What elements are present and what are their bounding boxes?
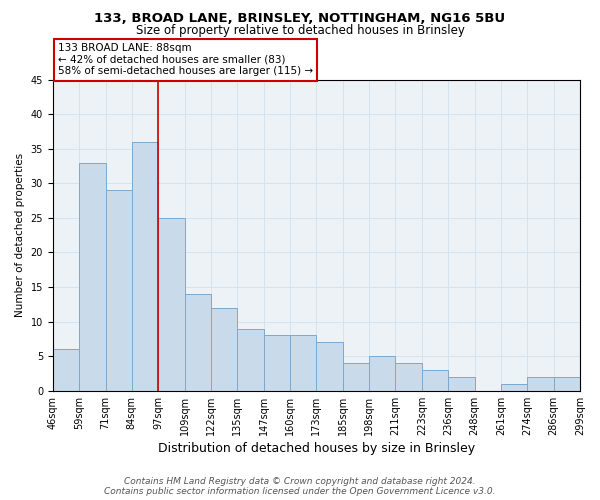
Bar <box>554 377 580 391</box>
Bar <box>369 356 395 391</box>
X-axis label: Distribution of detached houses by size in Brinsley: Distribution of detached houses by size … <box>158 442 475 455</box>
Text: Contains public sector information licensed under the Open Government Licence v3: Contains public sector information licen… <box>104 486 496 496</box>
Y-axis label: Number of detached properties: Number of detached properties <box>15 153 25 317</box>
Bar <box>316 342 343 391</box>
Bar <box>185 294 211 391</box>
Text: Size of property relative to detached houses in Brinsley: Size of property relative to detached ho… <box>136 24 464 37</box>
Bar <box>263 336 290 391</box>
Bar <box>395 363 422 391</box>
Bar <box>527 377 554 391</box>
Bar <box>132 142 158 391</box>
Text: Contains HM Land Registry data © Crown copyright and database right 2024.: Contains HM Land Registry data © Crown c… <box>124 476 476 486</box>
Bar <box>290 336 316 391</box>
Bar <box>501 384 527 391</box>
Bar <box>343 363 369 391</box>
Text: 133, BROAD LANE, BRINSLEY, NOTTINGHAM, NG16 5BU: 133, BROAD LANE, BRINSLEY, NOTTINGHAM, N… <box>94 12 506 26</box>
Bar <box>79 162 106 391</box>
Bar <box>158 218 185 391</box>
Bar <box>211 308 238 391</box>
Bar <box>448 377 475 391</box>
Bar <box>238 328 263 391</box>
Bar <box>53 350 79 391</box>
Bar <box>106 190 132 391</box>
Bar <box>422 370 448 391</box>
Text: 133 BROAD LANE: 88sqm
← 42% of detached houses are smaller (83)
58% of semi-deta: 133 BROAD LANE: 88sqm ← 42% of detached … <box>58 43 313 76</box>
